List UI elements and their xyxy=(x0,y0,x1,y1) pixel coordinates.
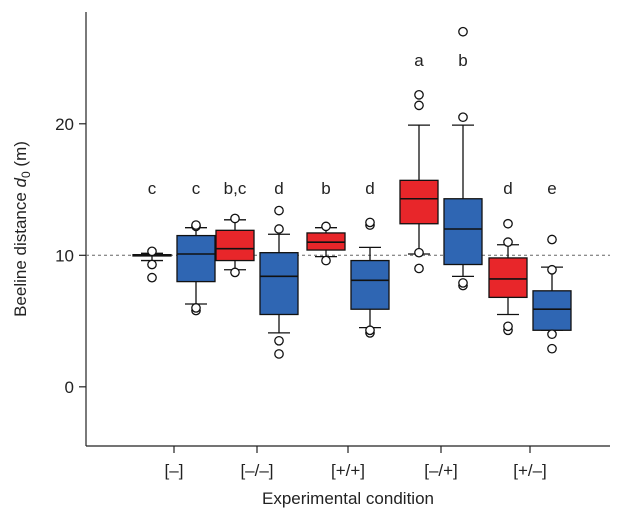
box-iqr xyxy=(215,229,255,262)
box-iqr xyxy=(399,179,439,225)
outlier-point xyxy=(230,267,240,278)
outlier-point xyxy=(274,335,284,346)
boxes: c c b,c d b d a b d e xyxy=(132,26,572,359)
box-iqr xyxy=(350,259,390,310)
outlier-point xyxy=(147,259,157,270)
box-iqr xyxy=(259,252,299,316)
box-blue: e xyxy=(532,179,572,354)
significance-letter: d xyxy=(365,179,374,198)
outlier-point xyxy=(458,112,468,123)
y-axis-label-main: Beeline distance xyxy=(11,187,30,316)
outlier-point xyxy=(458,278,468,288)
outlier-point xyxy=(274,205,284,216)
outlier-point xyxy=(230,213,240,224)
significance-letter: b xyxy=(458,51,467,70)
box-red: b,c xyxy=(215,179,255,278)
y-axis-label-unit: (m) xyxy=(11,141,30,171)
outlier-point xyxy=(321,221,331,232)
outlier-point xyxy=(414,90,424,100)
significance-letter: b,c xyxy=(224,179,247,198)
outlier-point xyxy=(191,220,201,230)
box-iqr xyxy=(443,198,483,266)
box-iqr xyxy=(488,257,528,299)
y-ticks: 0 10 20 xyxy=(55,115,86,397)
outlier-point xyxy=(365,325,375,336)
outlier-point xyxy=(365,217,375,228)
y-axis-label-symbol: d xyxy=(11,177,30,187)
x-tick-label: [–/–] xyxy=(240,461,273,480)
outlier-point xyxy=(547,329,557,340)
significance-letter: b xyxy=(321,179,330,198)
significance-letter: c xyxy=(148,179,157,198)
outlier-point xyxy=(274,224,284,234)
outlier-point xyxy=(414,247,424,258)
box-blue: d xyxy=(259,179,299,359)
x-tick-label: [+/+] xyxy=(331,461,365,480)
significance-letter: d xyxy=(274,179,283,198)
axes xyxy=(85,12,610,447)
x-axis-label: Experimental condition xyxy=(262,489,434,508)
outlier-point xyxy=(414,100,424,111)
significance-letter: e xyxy=(547,179,556,198)
box-blue: b xyxy=(443,26,483,291)
x-tick-label: [–/+] xyxy=(424,461,458,480)
outlier-point xyxy=(547,343,557,354)
outlier-point xyxy=(547,264,557,275)
x-ticks: [–] [–/–] [+/+] [–/+] [+/–] xyxy=(165,446,547,480)
box-blue: d xyxy=(350,179,390,338)
box-iqr xyxy=(176,234,216,283)
box-blue: c xyxy=(176,179,216,316)
outlier-point xyxy=(414,263,424,274)
box-red: a xyxy=(399,51,439,274)
outlier-point xyxy=(503,218,513,229)
y-tick-label: 0 xyxy=(65,378,74,397)
significance-letter: c xyxy=(192,179,201,198)
outlier-point xyxy=(321,255,331,266)
significance-letter: a xyxy=(414,51,424,70)
outlier-point xyxy=(191,303,201,313)
significance-letter: d xyxy=(503,179,512,198)
x-tick-label: [+/–] xyxy=(513,461,547,480)
y-tick-label: 10 xyxy=(55,246,74,265)
outlier-point xyxy=(547,234,557,245)
box-iqr xyxy=(532,290,572,331)
box-red: b xyxy=(306,179,346,266)
box-red: c xyxy=(132,179,172,283)
y-axis-label: Beeline distance d0 (m) xyxy=(11,141,33,317)
outlier-point xyxy=(503,237,513,248)
outlier-point xyxy=(503,321,513,332)
y-tick-label: 20 xyxy=(55,115,74,134)
outlier-point xyxy=(147,272,157,283)
y-axis-label-subscript: 0 xyxy=(19,171,33,178)
outlier-point xyxy=(147,246,157,257)
box-red: d xyxy=(488,179,528,336)
outlier-point xyxy=(274,349,284,359)
x-tick-label: [–] xyxy=(165,461,184,480)
outlier-point xyxy=(458,26,468,37)
